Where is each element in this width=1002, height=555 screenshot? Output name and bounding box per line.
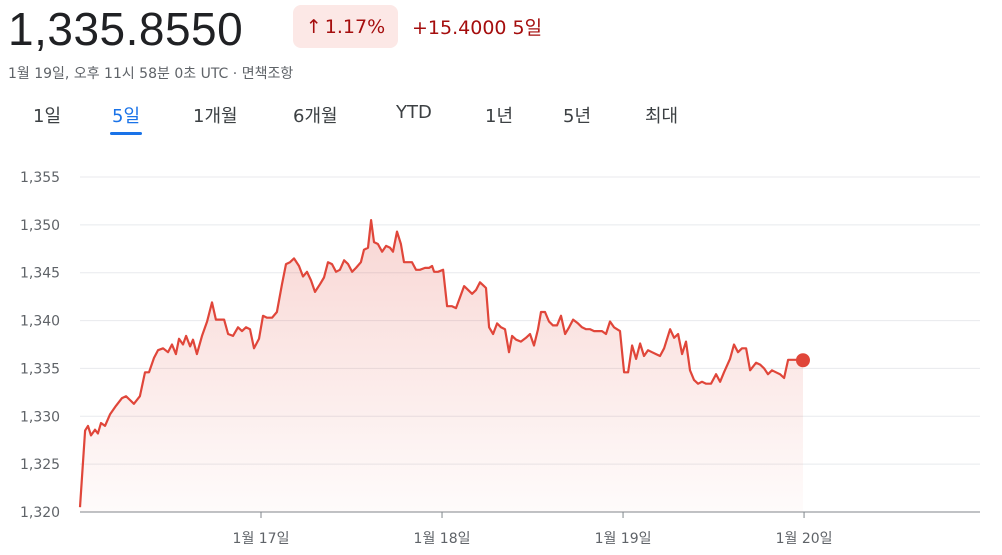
y-tick-label: 1,330 [20, 409, 60, 425]
price-line [78, 219, 804, 508]
range-tab[interactable]: YTD [396, 102, 432, 123]
y-tick-label: 1,320 [20, 505, 60, 521]
range-tab[interactable]: 1년 [485, 106, 514, 127]
area-fill [80, 220, 803, 512]
y-tick-label: 1,350 [20, 218, 60, 234]
timestamp-row: 1월 19일, 오후 11시 58분 0초 UTC · 면책조항 [8, 63, 293, 83]
range-tab[interactable]: 5년 [563, 106, 592, 127]
change-percent: 1.17% [324, 15, 386, 38]
y-tick-label: 1,340 [20, 314, 60, 330]
chart: 1,320 1,325 1,330 1,335 1,340 1,345 1,350 1,355… [20, 170, 980, 547]
y-tick-label: 1,325 [20, 457, 60, 473]
disclaimer-link[interactable]: 면책조항 [241, 66, 294, 82]
x-tick-label: 1월 18일 [414, 531, 471, 547]
range-tab[interactable]: 6개월 [293, 106, 338, 127]
y-tick-label: 1,335 [20, 361, 60, 377]
last-point [795, 353, 810, 368]
y-tick-label: 1,345 [20, 266, 60, 282]
y-tick-label: 1,355 [20, 170, 60, 186]
change: +15.4000 5일 [412, 13, 542, 40]
range-tab[interactable]: 1일 [33, 106, 62, 127]
range-tab[interactable]: 5일 [109, 102, 143, 135]
x-tick-label: 1월 17일 [233, 531, 290, 547]
x-tick-label: 1월 19일 [595, 531, 652, 547]
change-value: +15.4000 [412, 17, 507, 39]
range-tab[interactable]: 1개월 [193, 106, 238, 127]
period: 5일 [512, 17, 543, 39]
timestamp: 1월 19일, 오후 11시 58분 0초 UTC · [8, 66, 238, 82]
x-tick-label: 1월 20일 [776, 531, 833, 547]
price: 1,335.8550 [8, 3, 244, 55]
arrow-icon: ↑ [305, 15, 322, 38]
range-tab[interactable]: 최대 [645, 106, 679, 127]
change-badge: ↑ 1.17% [293, 5, 398, 48]
